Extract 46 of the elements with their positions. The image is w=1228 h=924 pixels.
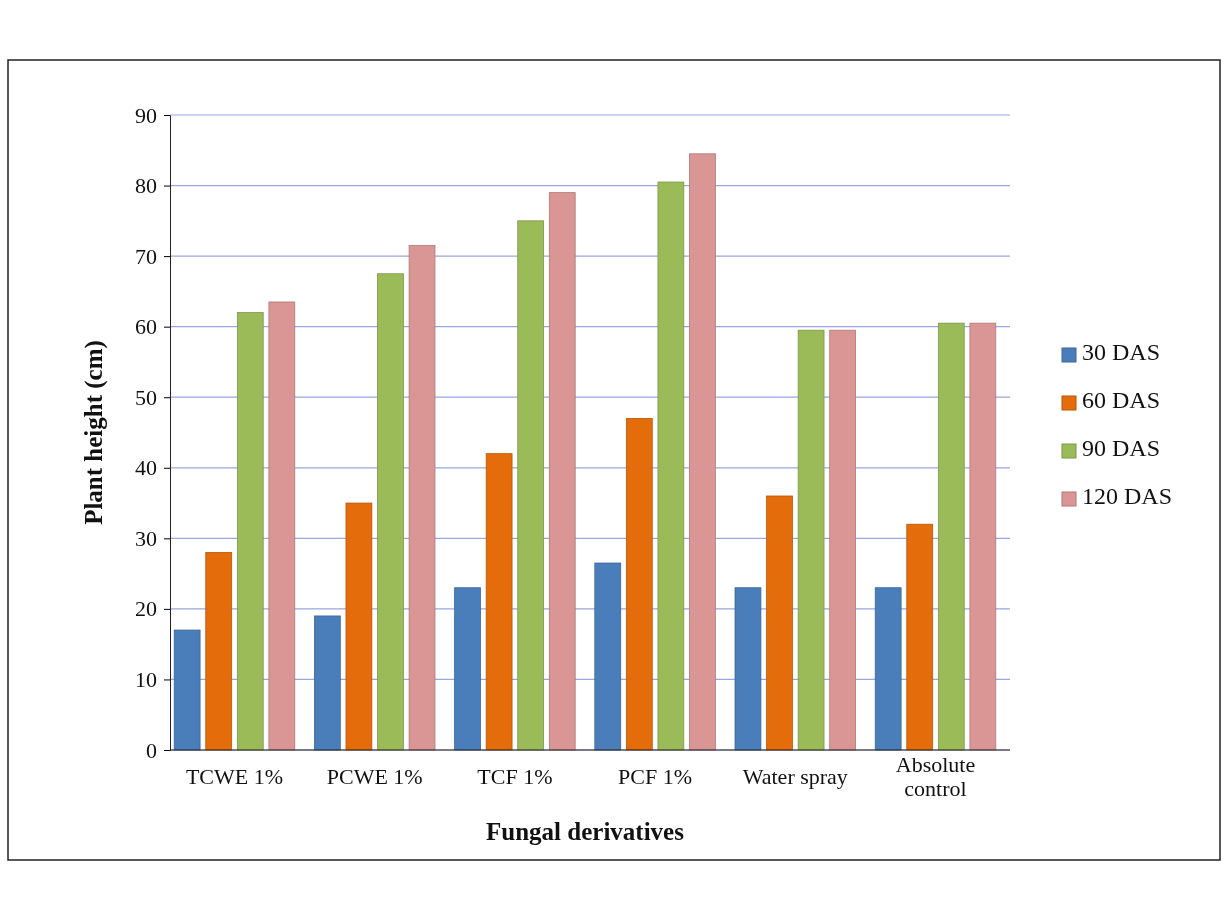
legend-label: 30 DAS — [1082, 339, 1161, 365]
bar — [625, 417, 653, 751]
bar — [408, 245, 436, 751]
x-tick-label: TCF 1% — [477, 764, 553, 789]
bar — [937, 322, 965, 751]
bar — [485, 453, 513, 751]
y-tick-label: 70 — [135, 243, 157, 269]
y-tick-label: 40 — [135, 455, 157, 481]
bar — [377, 273, 404, 751]
bar — [734, 587, 762, 751]
bar — [969, 322, 997, 751]
y-tick-label: 50 — [135, 384, 157, 410]
bar — [314, 615, 341, 751]
bar — [906, 523, 934, 751]
bar — [345, 502, 373, 751]
x-axis-title: Fungal derivatives — [486, 818, 685, 845]
bar — [689, 153, 716, 751]
bar — [797, 329, 825, 751]
x-tick-label: Water spray — [742, 764, 848, 789]
y-tick-label: 60 — [135, 314, 157, 340]
bar — [454, 587, 481, 751]
x-tick-label: Absolute control — [895, 752, 976, 802]
x-tick-label: PCWE 1% — [326, 764, 423, 789]
x-tick-label: PCF 1% — [618, 764, 693, 789]
legend-label: 90 DAS — [1082, 435, 1161, 461]
bar — [548, 192, 576, 751]
bar — [173, 629, 201, 751]
y-tick-label: 20 — [135, 596, 157, 622]
y-tick-label: 80 — [135, 173, 157, 199]
bar — [829, 329, 856, 751]
x-tick-label: TCWE 1% — [185, 764, 284, 789]
y-tick-label: 90 — [135, 102, 157, 128]
bar — [517, 220, 545, 751]
y-axis-title: Plant height (cm) — [80, 340, 108, 525]
bar — [657, 181, 685, 751]
bar — [594, 562, 622, 751]
y-tick-label: 30 — [135, 525, 157, 551]
bar — [268, 301, 296, 751]
bar — [205, 552, 233, 751]
legend-label: 120 DAS — [1082, 483, 1173, 509]
bar — [874, 587, 902, 751]
y-tick-label: 10 — [135, 666, 157, 692]
bar — [766, 495, 793, 751]
y-tick-label: 0 — [146, 737, 157, 763]
bar — [236, 312, 264, 751]
legend-label: 60 DAS — [1082, 387, 1161, 413]
